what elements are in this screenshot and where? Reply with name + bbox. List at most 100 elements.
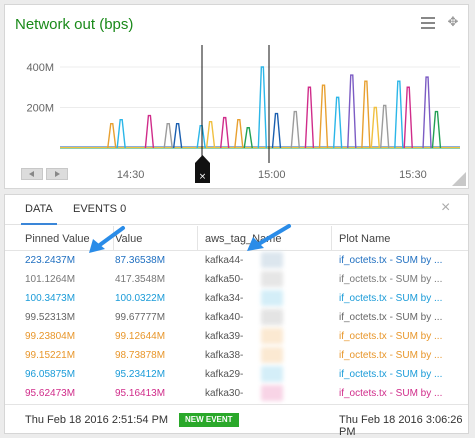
resize-handle[interactable] <box>452 172 466 186</box>
table-row[interactable]: 99.23804M 99.12644M kafka39- if_octets.tx -… <box>5 327 468 346</box>
series-spike <box>220 116 230 149</box>
cell-pinned-value: 223.2437M <box>25 255 76 266</box>
tab-data[interactable]: DATA <box>21 203 57 225</box>
cell-pinned-value: 96.05875M <box>25 369 76 380</box>
cell-aws-tag-name: kafka39- <box>205 331 244 342</box>
panel-tabs: DATA EVENTS 0 × <box>5 195 468 225</box>
series-spike <box>431 110 442 149</box>
redacted-blur <box>261 366 283 382</box>
cursor-pin-marker[interactable]: × <box>195 155 210 183</box>
cell-value: 95.16413M <box>115 388 166 399</box>
redacted-blur <box>261 328 283 344</box>
cell-plot-name: if_octets.tx - SUM by ... <box>339 388 443 399</box>
cell-plot-name: if_octets.tx - SUM by ... <box>339 274 443 285</box>
cell-plot-name: if_octets.tx - SUM by ... <box>339 293 443 304</box>
cell-aws-tag-name: kafka38- <box>205 350 244 361</box>
series-spike <box>318 84 329 149</box>
cell-value: 99.67777M <box>115 312 166 323</box>
y-tick-label: 400M <box>26 62 54 74</box>
hamburger-menu-icon[interactable] <box>421 17 435 29</box>
series-spike <box>403 86 413 149</box>
close-icon[interactable]: × <box>441 199 451 216</box>
cell-plot-name: if_octets.tx - SUM by ... <box>339 331 443 342</box>
cell-aws-tag-name: kafka29- <box>205 369 244 380</box>
series-spike <box>304 86 315 149</box>
redacted-blur <box>261 271 283 287</box>
chart-plot-area[interactable]: 400M 200M 14:30 15:00 15:30 <box>5 5 470 190</box>
cell-aws-tag-name: kafka50- <box>205 274 244 285</box>
redacted-blur <box>261 385 283 401</box>
tab-events[interactable]: EVENTS 0 <box>73 203 127 215</box>
move-arrows-icon[interactable]: ✥ <box>447 14 459 29</box>
series-spike <box>257 66 268 149</box>
annotation-arrow-icon <box>247 224 291 251</box>
cell-value: 100.0322M <box>115 293 166 304</box>
pan-right-button[interactable] <box>46 168 68 180</box>
table-row[interactable]: 99.52313M 99.67777M kafka40- if_octets.tx -… <box>5 308 468 327</box>
series-spike <box>290 110 300 149</box>
cell-aws-tag-name: kafka30- <box>205 388 244 399</box>
series-spike <box>243 127 253 149</box>
series-spike <box>205 120 216 149</box>
annotation-arrow-icon <box>89 226 125 253</box>
cell-value: 417.3548M <box>115 274 166 285</box>
series-spike <box>107 123 117 149</box>
new-event-button[interactable]: NEW EVENT <box>179 413 239 427</box>
series-spike <box>172 123 183 149</box>
svg-text:×: × <box>199 172 207 182</box>
chart-card: Network out (bps) ✥ 400M 200M 14:30 15:00 15… <box>4 4 469 189</box>
cell-pinned-value: 99.52313M <box>25 312 76 323</box>
cell-value: 95.23412M <box>115 369 166 380</box>
series-spike <box>380 104 390 149</box>
table-row[interactable]: 223.2437M 87.36538M kafka44- if_octets.tx -… <box>5 251 468 270</box>
table-row[interactable]: 95.62473M 95.16413M kafka30- if_octets.tx -… <box>5 384 468 403</box>
data-panel: DATA EVENTS 0 × Pinned Value Value aws_t… <box>4 194 469 438</box>
series-spike <box>332 96 343 149</box>
y-tick-label: 200M <box>26 103 54 115</box>
table-row[interactable]: 96.05875M 95.23412M kafka29- if_octets.tx -… <box>5 365 468 384</box>
series-spike <box>116 118 126 149</box>
table-row[interactable]: 100.3473M 100.0322M kafka34- if_octets.tx -… <box>5 289 468 308</box>
range-end-timestamp: Thu Feb 18 2016 3:06:26 PM <box>339 414 463 438</box>
table-row[interactable]: 99.15221M 98.73878M kafka38- if_octets.tx -… <box>5 346 468 365</box>
cell-pinned-value: 99.15221M <box>25 350 76 361</box>
series-spike <box>271 112 282 149</box>
x-tick-label: 14:30 <box>117 169 145 181</box>
table-body: 223.2437M 87.36538M kafka44- if_octets.tx -… <box>5 251 468 403</box>
cell-pinned-value: 101.1264M <box>25 274 76 285</box>
series-spike <box>163 123 173 149</box>
cell-plot-name: if_octets.tx - SUM by ... <box>339 350 443 361</box>
cell-plot-name: if_octets.tx - SUM by ... <box>339 255 443 266</box>
series-spike <box>370 106 380 149</box>
redacted-blur <box>261 252 283 268</box>
column-header-value[interactable]: Value <box>115 233 143 245</box>
cell-value: 99.12644M <box>115 331 166 342</box>
cell-value: 87.36538M <box>115 255 166 266</box>
column-header-pinned-value[interactable]: Pinned Value <box>25 233 90 245</box>
table-header: Pinned Value Value aws_tag_Name Plot Nam… <box>5 226 468 251</box>
series-spike <box>394 80 404 149</box>
cell-pinned-value: 100.3473M <box>25 293 76 304</box>
cell-aws-tag-name: kafka40- <box>205 312 244 323</box>
series-spike <box>361 80 371 149</box>
series-spike <box>196 125 206 149</box>
x-tick-label: 15:30 <box>399 169 427 181</box>
redacted-blur <box>261 309 283 325</box>
cell-value: 98.73878M <box>115 350 166 361</box>
cell-aws-tag-name: kafka44- <box>205 255 244 266</box>
table-row[interactable]: 101.1264M 417.3548M kafka50- if_octets.tx -… <box>5 270 468 289</box>
pan-left-button[interactable] <box>21 168 43 180</box>
series-spike <box>422 76 432 149</box>
cell-plot-name: if_octets.tx - SUM by ... <box>339 369 443 380</box>
series-spike <box>144 114 155 149</box>
x-tick-label: 15:00 <box>258 169 286 181</box>
cell-pinned-value: 99.23804M <box>25 331 76 342</box>
range-start-timestamp: Thu Feb 18 2016 2:51:54 PM <box>25 414 169 426</box>
redacted-blur <box>261 347 283 363</box>
chart-title: Network out (bps) <box>15 16 134 33</box>
cell-aws-tag-name: kafka34- <box>205 293 244 304</box>
series-spike <box>347 74 357 149</box>
column-header-plot-name[interactable]: Plot Name <box>339 233 391 245</box>
series-spike <box>234 118 244 149</box>
